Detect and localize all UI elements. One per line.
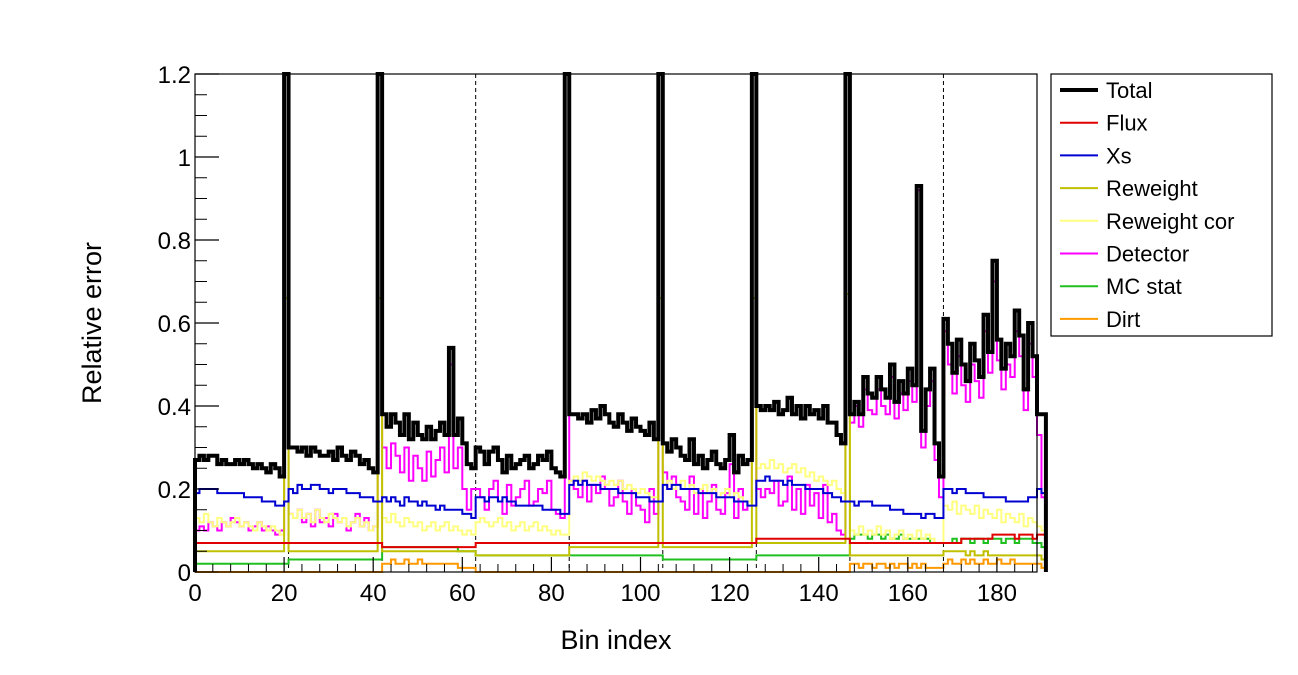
x-tick-label: 100 (620, 580, 660, 607)
y-tick-label: 0.6 (158, 311, 191, 338)
y-tick-label: 1.2 (158, 62, 191, 89)
x-tick-label: 140 (799, 580, 839, 607)
legend-label: Reweight cor (1106, 209, 1234, 234)
legend-label: Dirt (1106, 307, 1140, 332)
legend: Total Flux Xs Reweight Reweight cor Detector M… (1050, 73, 1273, 337)
series-total (193, 72, 1048, 572)
legend-label: Total (1106, 78, 1152, 103)
x-axis-title: Bin index (560, 625, 672, 655)
series-reweight-cor (194, 292, 1047, 572)
axis-tick-labels: 0 20 40 60 80 100 120 140 160 180 0 0.2 0.4 0.6 0.8 1 1.… (158, 62, 1017, 607)
x-tick-label: 80 (538, 580, 565, 607)
legend-label: Xs (1106, 143, 1132, 168)
y-tick-label: 0 (178, 560, 191, 587)
y-tick-label: 0.8 (158, 228, 191, 255)
x-tick-label: 0 (188, 580, 201, 607)
legend-label: Detector (1106, 242, 1189, 267)
x-tick-label: 180 (977, 580, 1017, 607)
axis-ticks (194, 73, 1034, 573)
y-tick-label: 1 (178, 145, 191, 172)
y-tick-label: 0.4 (158, 394, 191, 421)
legend-entries: Total Flux Xs Reweight Reweight cor Detector M… (1060, 78, 1234, 332)
series-flux (194, 533, 1047, 572)
x-tick-label: 120 (710, 580, 750, 607)
x-tick-label: 40 (360, 580, 387, 607)
y-axis-title: Relative error (77, 242, 107, 404)
legend-label: Flux (1106, 111, 1148, 136)
x-tick-label: 20 (271, 580, 298, 607)
y-tick-label: 0.2 (158, 477, 191, 504)
series-group (193, 72, 1048, 573)
series-xs (194, 475, 1047, 572)
legend-label: Reweight (1106, 176, 1198, 201)
series-reweight (194, 292, 1047, 572)
legend-label: MC stat (1106, 274, 1182, 299)
legend-box (1050, 73, 1273, 337)
x-tick-label: 60 (449, 580, 476, 607)
x-tick-label: 160 (888, 580, 928, 607)
